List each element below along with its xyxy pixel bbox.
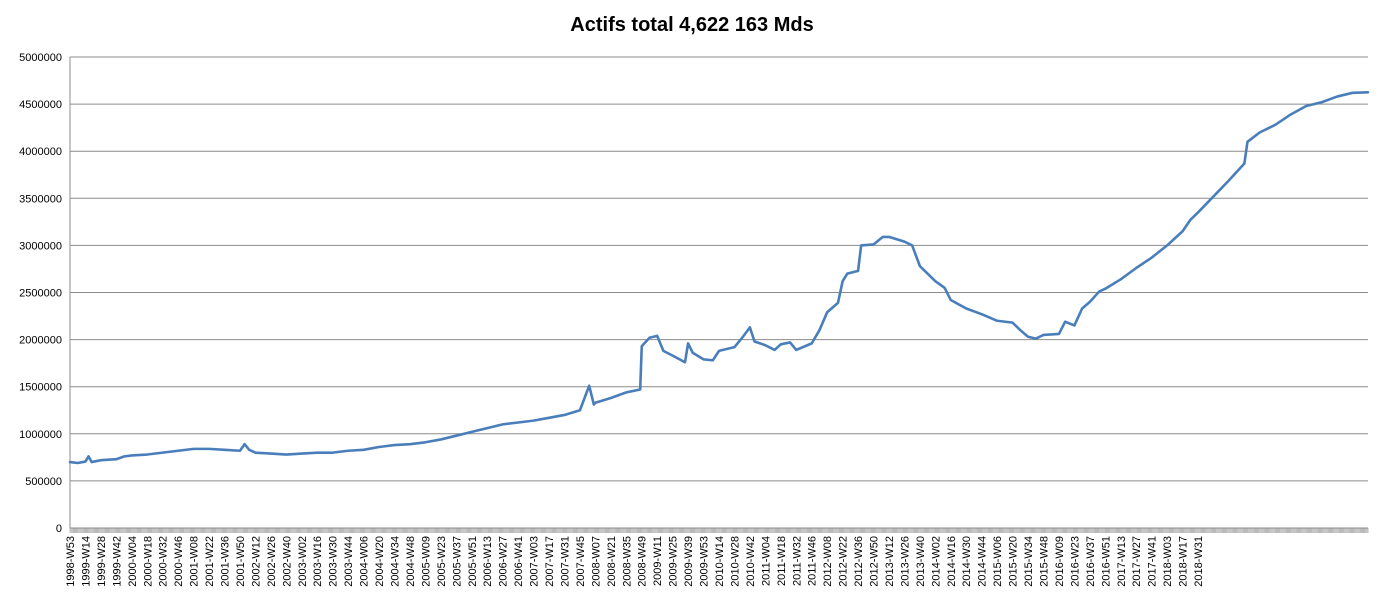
x-tick-label: 1998-W53 bbox=[65, 536, 77, 587]
y-tick-label: 0 bbox=[56, 523, 62, 535]
x-tick-label: 2001-W08 bbox=[189, 536, 201, 587]
x-tick-label: 1999-W14 bbox=[80, 536, 92, 587]
x-tick-label: 2011-W04 bbox=[760, 536, 772, 586]
x-tick-label: 2016-W37 bbox=[1085, 536, 1097, 587]
x-tick-label: 2009-W11 bbox=[652, 536, 664, 586]
x-tick-label: 2015-W34 bbox=[1023, 536, 1035, 587]
x-tick-label: 2002-W12 bbox=[250, 536, 262, 587]
x-tick-label: 2014-W16 bbox=[946, 536, 958, 587]
y-tick-label: 3000000 bbox=[19, 240, 62, 252]
y-tick-label: 1000000 bbox=[19, 429, 62, 441]
x-tick-label: 2006-W41 bbox=[513, 536, 525, 587]
x-tick-label: 2000-W04 bbox=[127, 536, 139, 587]
x-tick-label: 2005-W23 bbox=[436, 536, 448, 587]
x-tick-label: 2008-W07 bbox=[590, 536, 602, 587]
x-tick-label: 2003-W30 bbox=[328, 536, 340, 587]
x-tick-label: 2018-W03 bbox=[1162, 536, 1174, 587]
x-tick-label: 2007-W17 bbox=[544, 536, 556, 587]
x-tick-label: 1999-W28 bbox=[96, 536, 108, 587]
x-tick-label: 2014-W30 bbox=[961, 536, 973, 587]
x-tick-label: 2004-W06 bbox=[359, 536, 371, 587]
x-tick-label: 2000-W46 bbox=[173, 536, 185, 587]
x-tick-label: 2010-W28 bbox=[729, 536, 741, 587]
y-tick-label: 1500000 bbox=[19, 382, 62, 394]
x-tick-label: 2009-W39 bbox=[683, 536, 695, 587]
x-tick-label: 2018-W17 bbox=[1178, 536, 1190, 587]
grid-layer bbox=[70, 56, 1368, 482]
x-tick-label: 2000-W32 bbox=[158, 536, 170, 587]
x-tick-label: 2013-W40 bbox=[915, 536, 927, 587]
x-tick-label: 2005-W51 bbox=[467, 536, 479, 587]
x-tick-label: 2014-W02 bbox=[930, 536, 942, 587]
y-tick-label: 3500000 bbox=[19, 193, 62, 205]
x-tick-label: 2012-W08 bbox=[822, 536, 834, 587]
x-tick-label: 2006-W27 bbox=[498, 536, 510, 587]
x-tick-label: 2010-W42 bbox=[745, 536, 757, 587]
y-tick-label: 5000000 bbox=[19, 52, 62, 64]
x-tick-label: 2015-W20 bbox=[1008, 536, 1020, 587]
x-tick-label: 2000-W18 bbox=[142, 536, 154, 587]
x-tick-label: 2018-W31 bbox=[1193, 536, 1205, 587]
chart-title: Actifs total 4,622 163 Mds bbox=[570, 14, 814, 36]
series-layer bbox=[68, 91, 1370, 465]
x-tick-label: 2003-W02 bbox=[297, 536, 309, 587]
x-tick-label: 2016-W51 bbox=[1100, 536, 1112, 587]
x-tick-label: 2010-W14 bbox=[714, 536, 726, 587]
x-tick-label: 2017-W27 bbox=[1131, 536, 1143, 587]
x-tick-label: 2011-W18 bbox=[776, 536, 788, 586]
y-tick-label: 500000 bbox=[25, 476, 62, 488]
x-tick-label: 2017-W13 bbox=[1116, 536, 1128, 587]
x-tick-label: 2001-W50 bbox=[235, 536, 247, 587]
x-tick-label: 2004-W34 bbox=[390, 536, 402, 587]
x-tick-label: 2012-W50 bbox=[869, 536, 881, 587]
x-tick-label: 2004-W20 bbox=[374, 536, 386, 587]
x-tick-label: 2003-W16 bbox=[312, 536, 324, 587]
x-tick-label: 2008-W21 bbox=[606, 536, 618, 587]
x-tick-label: 2007-W03 bbox=[529, 536, 541, 587]
x-tick-label: 2007-W31 bbox=[559, 536, 571, 587]
x-tick-label: 2001-W36 bbox=[220, 536, 232, 587]
x-tick-label: 2011-W32 bbox=[791, 536, 803, 586]
y-tick-label: 4500000 bbox=[19, 99, 62, 111]
x-minor-ticks bbox=[69, 528, 1369, 533]
x-tick-label: 2001-W22 bbox=[204, 536, 216, 587]
x-tick-label: 2013-W26 bbox=[899, 536, 911, 587]
x-tick-label: 1999-W42 bbox=[111, 536, 123, 587]
series-line bbox=[68, 91, 1370, 465]
y-axis: 0 500000 1000000 1500000 2000000 2500000 30000… bbox=[19, 52, 71, 535]
y-tick-label: 4000000 bbox=[19, 146, 62, 158]
x-tick-label: 2003-W44 bbox=[343, 536, 355, 587]
x-tick-label: 2016-W23 bbox=[1069, 536, 1081, 587]
x-tick-label: 2015-W48 bbox=[1039, 536, 1051, 587]
x-tick-label: 2004-W48 bbox=[405, 536, 417, 587]
x-tick-label: 2009-W25 bbox=[668, 536, 680, 587]
x-tick-label: 2011-W46 bbox=[807, 536, 819, 586]
x-tick-label: 2007-W45 bbox=[575, 536, 587, 587]
x-tick-label: 2012-W22 bbox=[838, 536, 850, 587]
x-tick-label: 2005-W37 bbox=[451, 536, 463, 587]
x-tick-label: 2002-W26 bbox=[266, 536, 278, 587]
x-tick-label: 2005-W09 bbox=[420, 536, 432, 587]
x-axis: 1998-W53 1999-W14 1999-W28 1999-W42 2000-W04… bbox=[65, 527, 1369, 587]
y-tick-label: 2000000 bbox=[19, 335, 62, 347]
x-tick-label: 2009-W53 bbox=[699, 536, 711, 587]
x-tick-label: 2002-W40 bbox=[281, 536, 293, 587]
x-tick-label: 2006-W13 bbox=[482, 536, 494, 587]
x-tick-label: 2008-W35 bbox=[621, 536, 633, 587]
x-tick-label: 2015-W06 bbox=[992, 536, 1004, 587]
y-tick-label: 2500000 bbox=[19, 288, 62, 300]
x-tick-label: 2013-W12 bbox=[884, 536, 896, 587]
x-tick-label: 2016-W09 bbox=[1054, 536, 1066, 587]
x-tick-label: 2017-W41 bbox=[1147, 536, 1159, 587]
x-tick-label: 2012-W36 bbox=[853, 536, 865, 587]
x-tick-label: 2014-W44 bbox=[977, 536, 989, 587]
x-tick-label: 2008-W49 bbox=[637, 536, 649, 587]
